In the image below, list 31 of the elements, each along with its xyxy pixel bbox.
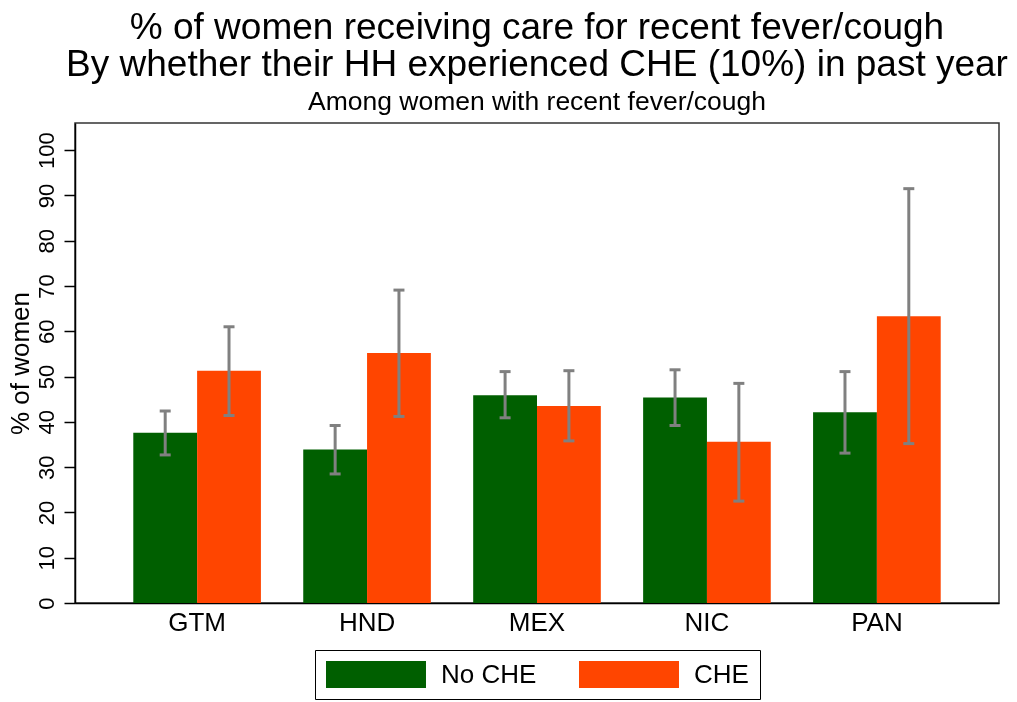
bar [643, 397, 707, 603]
y-tick-label: 50 [33, 364, 59, 390]
bar [197, 370, 261, 603]
y-tick-label: 80 [33, 228, 59, 254]
y-tick-label: 90 [33, 183, 59, 209]
x-tick-label: NIC [684, 606, 730, 637]
x-tick-label: HND [338, 606, 396, 637]
x-tick-label: MEX [508, 606, 566, 637]
y-tick-label: 30 [33, 455, 59, 480]
legend-label: No CHE [441, 658, 537, 689]
y-tick-label: 60 [33, 319, 59, 345]
y-tick-label: 70 [33, 274, 59, 299]
x-tick-label: PAN [851, 606, 903, 637]
bar [706, 441, 771, 603]
y-tick-label: 100 [33, 132, 59, 170]
chart-subtitle: Among women with recent fever/cough [307, 85, 767, 116]
bar [537, 406, 601, 603]
bar [133, 432, 198, 603]
bar [303, 449, 368, 603]
bar [473, 395, 537, 603]
bar [813, 412, 877, 603]
y-tick-label: 40 [33, 410, 59, 435]
y-axis-title: % of women [4, 291, 35, 436]
y-tick-label: 20 [33, 500, 59, 526]
bar [367, 353, 431, 603]
chart-title: % of women receiving care for recent fever/cough By whether their HH experienced CHE (10%) in past year [66, 5, 1008, 84]
bar [876, 316, 941, 603]
legend-label: CHE [694, 658, 749, 689]
y-tick-label: 10 [33, 545, 59, 571]
y-tick-label: 0 [33, 597, 59, 610]
x-tick-label: GTM [168, 606, 226, 637]
